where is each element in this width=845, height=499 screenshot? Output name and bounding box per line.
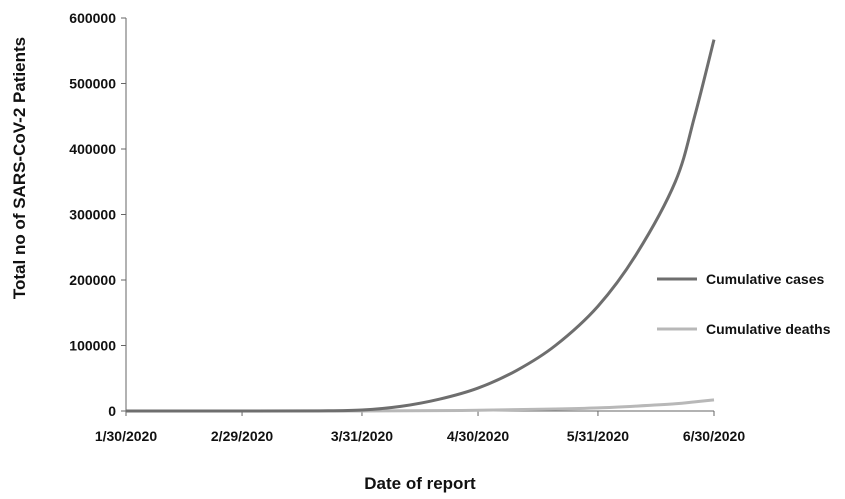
y-tick-label: 400000 xyxy=(69,141,116,157)
y-tick-label: 300000 xyxy=(69,207,116,223)
x-axis-title: Date of report xyxy=(364,474,476,493)
x-tick-label: 6/30/2020 xyxy=(683,428,745,444)
y-tick-label: 600000 xyxy=(69,10,116,26)
legend-label-deaths: Cumulative deaths xyxy=(706,321,831,337)
y-tick-label: 100000 xyxy=(69,338,116,354)
legend-label-cases: Cumulative cases xyxy=(706,271,824,287)
x-tick-label: 5/31/2020 xyxy=(567,428,629,444)
series-line-cumulative-cases xyxy=(125,39,716,413)
y-tick-label: 200000 xyxy=(69,272,116,288)
x-tick-label: 3/31/2020 xyxy=(331,428,393,444)
y-axis-title: Total no of SARS-CoV-2 Patients xyxy=(10,37,29,299)
series-line-cumulative-deaths xyxy=(125,398,715,413)
y-ticks: 0 100000 200000 300000 400000 500000 600000 xyxy=(69,10,126,419)
x-ticks: 1/30/2020 2/29/2020 3/31/2020 4/30/2020 5/31… xyxy=(95,411,745,444)
y-tick-label: 500000 xyxy=(69,76,116,92)
x-tick-label: 1/30/2020 xyxy=(95,428,157,444)
y-tick-label: 0 xyxy=(108,403,116,419)
legend: Cumulative cases Cumulative deaths xyxy=(657,271,831,337)
x-tick-label: 4/30/2020 xyxy=(447,428,509,444)
axes xyxy=(125,18,714,412)
x-tick-label: 2/29/2020 xyxy=(211,428,273,444)
series-lines xyxy=(125,39,716,413)
